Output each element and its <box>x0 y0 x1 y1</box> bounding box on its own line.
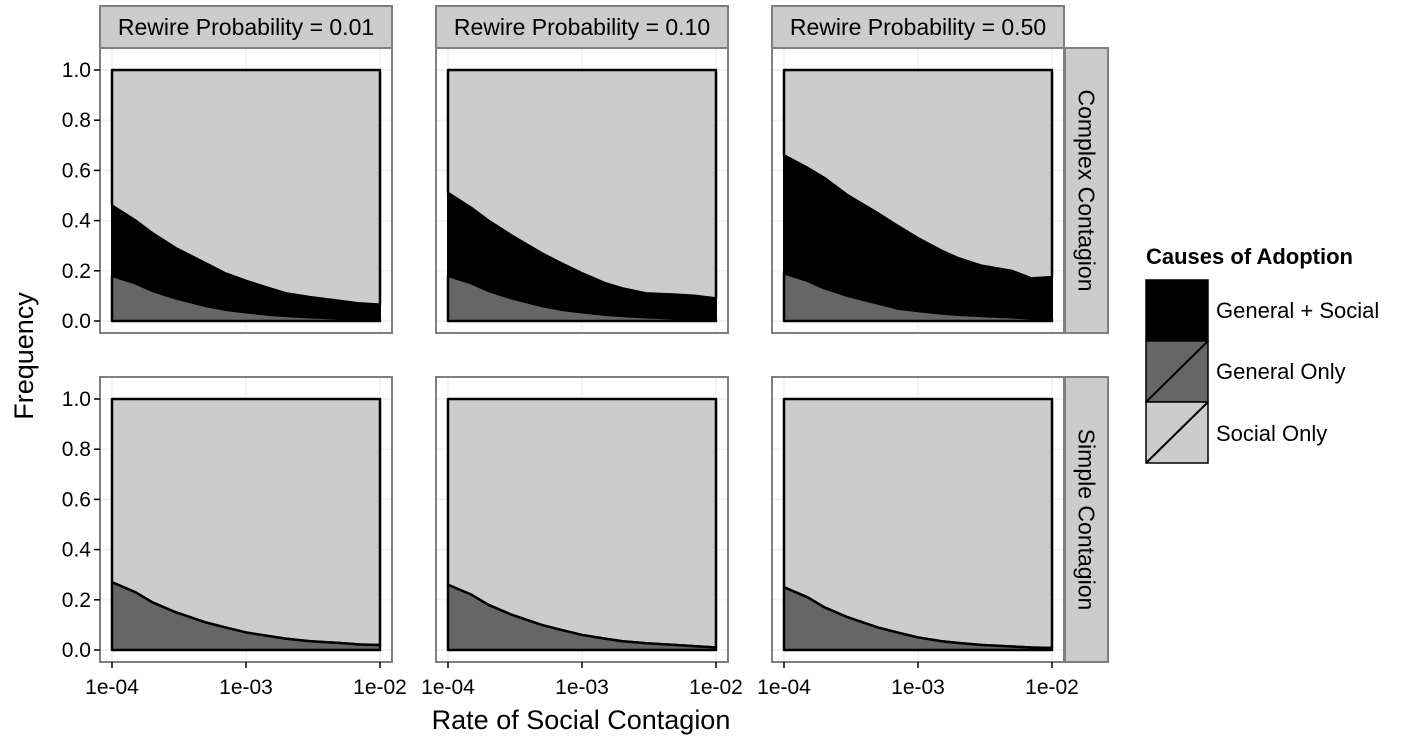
panel-r0-c1 <box>435 47 729 334</box>
legend-key-social-only-diagonal <box>1145 401 1209 464</box>
column-strip-background <box>771 5 1065 49</box>
area-general-only <box>782 272 1054 323</box>
area-general-only <box>782 586 1054 652</box>
row-strip-0: Complex Contagion <box>1064 47 1109 334</box>
legend-label-social-only: Social Only <box>1216 421 1327 446</box>
y-tick-label: 0.8 <box>62 438 91 461</box>
panel-r1-c1 <box>435 376 729 663</box>
x-tick-label: 1e-04 <box>85 676 139 699</box>
strips-layer: Rewire Probability = 0.01 Rewire Probabil… <box>99 5 1109 663</box>
legend-title: Causes of Adoption <box>1146 244 1353 269</box>
row-strip-label: Simple Contagion <box>1074 429 1100 611</box>
y-tick-label: 1.0 <box>62 388 91 411</box>
legend-key-general-social <box>1145 279 1209 342</box>
y-tick-label: 0.0 <box>62 639 91 662</box>
panels-layer <box>99 47 1065 663</box>
x-tick-label: 1e-03 <box>555 676 609 699</box>
y-tick-label: 1.0 <box>62 59 91 82</box>
column-strip-2: Rewire Probability = 0.50 <box>771 5 1065 49</box>
panel-r0-c2 <box>771 47 1065 334</box>
y-tick-label: 0.6 <box>62 159 91 182</box>
y-tick-label: 0.4 <box>62 539 92 562</box>
ticks-layer: 0.0 0.2 0.4 0.6 0.8 1.0 0.0 0.2 0.4 0.6 0.8 1.0 1e-0… <box>62 59 1079 699</box>
panel-r0-c0 <box>99 47 393 334</box>
area-general-only <box>110 274 382 323</box>
y-tick-label: 0.8 <box>62 109 91 132</box>
x-tick-label: 1e-04 <box>421 676 475 699</box>
column-strip-label: Rewire Probability = 0.01 <box>118 14 374 40</box>
x-tick-label: 1e-03 <box>219 676 273 699</box>
column-strip-background <box>99 5 393 49</box>
column-strip-1: Rewire Probability = 0.10 <box>435 5 729 49</box>
area-general-only <box>446 274 718 323</box>
column-strip-background <box>435 5 729 49</box>
panel-r1-c2 <box>771 376 1065 663</box>
column-strip-label: Rewire Probability = 0.50 <box>790 14 1046 40</box>
y-tick-label: 0.6 <box>62 488 91 511</box>
column-strip-0: Rewire Probability = 0.01 <box>99 5 393 49</box>
x-tick-label: 1e-02 <box>689 676 743 699</box>
column-strip-label: Rewire Probability = 0.10 <box>454 14 710 40</box>
y-tick-label: 0.2 <box>62 589 91 612</box>
y-axis-title: Frequency <box>9 292 39 420</box>
x-axis-title: Rate of Social Contagion <box>432 705 731 735</box>
legend-label-general-only: General Only <box>1216 359 1346 384</box>
legend-label-general-social: General + Social <box>1216 298 1379 323</box>
y-tick-label: 0.2 <box>62 260 91 283</box>
row-strip-background <box>1064 376 1109 663</box>
x-tick-label: 1e-04 <box>757 676 811 699</box>
x-tick-label: 1e-02 <box>1025 676 1079 699</box>
area-general-only <box>110 580 382 652</box>
y-tick-label: 0.4 <box>62 210 92 233</box>
row-strip-label: Complex Contagion <box>1074 89 1100 291</box>
area-general-only <box>446 583 718 652</box>
row-strip-1: Simple Contagion <box>1064 376 1109 663</box>
x-tick-label: 1e-02 <box>353 676 407 699</box>
legend: Causes of Adoption General + Social Gene… <box>1145 244 1379 464</box>
x-tick-label: 1e-03 <box>891 676 945 699</box>
panel-r1-c0 <box>99 376 393 663</box>
row-strip-background <box>1064 47 1109 334</box>
y-tick-label: 0.0 <box>62 310 91 333</box>
legend-key-general-only-diagonal <box>1145 340 1209 403</box>
